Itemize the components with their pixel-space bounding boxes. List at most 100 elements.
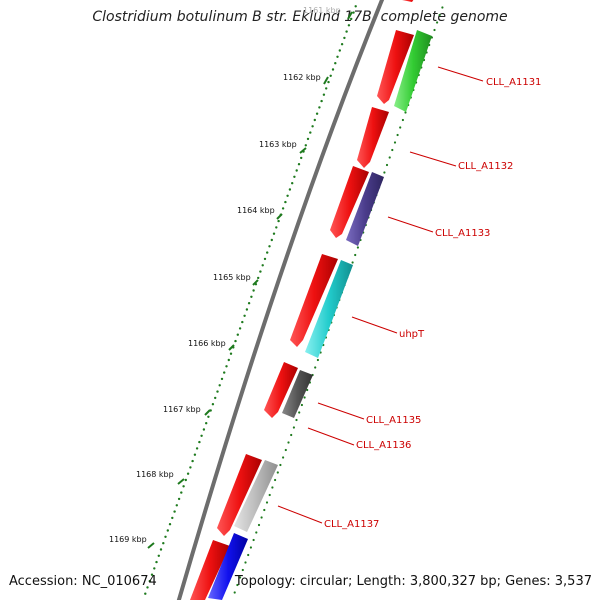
scale-dot	[233, 591, 236, 594]
scale-dot	[281, 207, 285, 210]
scale-dot	[191, 459, 194, 463]
scale-dot	[252, 289, 255, 292]
scale-dot	[436, 21, 439, 24]
scale-dot	[433, 28, 436, 32]
tick-1161: 1161 kbp	[303, 6, 353, 20]
scale-dot	[318, 106, 321, 109]
tick-1165: 1165 kbp	[213, 273, 259, 286]
scale-dot	[173, 510, 176, 513]
genome-summary-text: Topology: circular; Length: 3,800,327 bp…	[234, 574, 592, 589]
gene-block-blue	[208, 533, 248, 600]
gene-label[interactable]: CLL_A1131	[486, 77, 541, 88]
scale-dot	[184, 478, 187, 482]
gene-label-leaders	[277, 66, 484, 524]
scale-dot	[166, 529, 169, 532]
scale-dot	[193, 453, 197, 456]
scale-dot	[347, 24, 351, 27]
scale-dot	[288, 188, 292, 191]
scale-dot	[155, 560, 158, 564]
scale-dot	[298, 411, 301, 414]
scale-dot	[345, 30, 348, 33]
gene-label[interactable]: CLL_A1135	[366, 415, 421, 426]
scale-dot	[186, 472, 190, 475]
tick-1167: 1167 kbp	[163, 405, 211, 416]
scale-dot	[207, 415, 210, 418]
scale-dot	[144, 592, 147, 595]
scale-dot	[316, 358, 319, 362]
scale-dot	[244, 561, 247, 564]
gene-block-purple	[346, 172, 384, 246]
scale-dot	[354, 5, 357, 8]
scale-dot	[241, 568, 244, 572]
scale-dot	[441, 6, 444, 9]
gene-arrow	[330, 166, 369, 238]
gene-label[interactable]: CLL_A1133	[435, 228, 490, 239]
scale-dot	[350, 17, 353, 21]
scale-dot	[202, 428, 206, 431]
scale-dot	[352, 11, 355, 14]
scale-dot	[159, 548, 163, 551]
scale-dot	[356, 246, 359, 249]
scale-dot	[168, 523, 172, 526]
tick-1166: 1166 kbp	[188, 339, 235, 351]
scale-dot	[304, 144, 307, 147]
gene-block-lightgray	[234, 460, 278, 532]
scale-dot	[295, 169, 298, 172]
scale-dot	[393, 141, 397, 144]
scale-dot	[257, 523, 261, 527]
scale-dot	[266, 251, 269, 254]
scale-dot	[314, 366, 317, 369]
scale-dot	[325, 87, 328, 90]
scale-dot	[257, 276, 260, 280]
gene-block-cyan	[305, 260, 353, 358]
tick-label: 1167 kbp	[163, 405, 201, 414]
accession-text: Accession: NC_010674	[9, 574, 157, 589]
map-title: Clostridium botulinum B str. Eklund 17B,…	[92, 9, 508, 25]
scale-dot	[279, 463, 282, 467]
tick-label: 1169 kbp	[109, 535, 147, 544]
scale-dot	[243, 314, 246, 317]
scale-dot	[200, 434, 203, 437]
scale-dot	[320, 99, 323, 103]
scale-dot	[290, 433, 293, 437]
gene-label[interactable]: CLL_A1137	[324, 519, 379, 530]
gene-label[interactable]: CLL_A1136	[356, 440, 411, 451]
scale-dot	[153, 567, 156, 570]
tick-1169: 1169 kbp	[109, 535, 155, 549]
gene-block-green	[394, 30, 432, 112]
scale-dot	[309, 131, 312, 134]
scale-dot	[334, 62, 337, 65]
gene-arrow	[217, 454, 262, 536]
scale-dot	[268, 493, 271, 497]
tick-1162: 1162 kbp	[283, 73, 329, 85]
scale-dot	[399, 126, 402, 129]
scale-dot	[211, 403, 215, 406]
scale-dot	[388, 156, 391, 159]
scale-dot	[247, 302, 251, 305]
gene-label[interactable]: uhpT	[399, 329, 425, 340]
scale-dot	[245, 308, 249, 311]
scale-dot	[225, 365, 228, 368]
scale-dot	[291, 182, 294, 185]
tick-1164: 1164 kbp	[237, 206, 283, 220]
scale-dot	[195, 447, 199, 450]
gene-arrow	[264, 362, 298, 418]
scale-dot	[306, 388, 309, 392]
scale-dot	[313, 118, 316, 122]
scale-dot	[249, 546, 252, 549]
scale-dot	[272, 232, 276, 235]
scale-dot	[276, 471, 279, 474]
scale-dot	[261, 264, 264, 267]
scale-dot	[239, 576, 242, 579]
scale-dot	[315, 112, 319, 115]
gene-label[interactable]: CLL_A1132	[458, 161, 513, 172]
scale-dot	[263, 508, 266, 512]
gene-arrow	[357, 107, 389, 168]
scale-dot	[148, 579, 151, 583]
scale-dot	[322, 93, 326, 96]
gene-arrow	[190, 540, 230, 600]
scale-dot	[236, 333, 239, 336]
genome-backbone	[176, 0, 385, 600]
scale-dot	[287, 441, 290, 444]
